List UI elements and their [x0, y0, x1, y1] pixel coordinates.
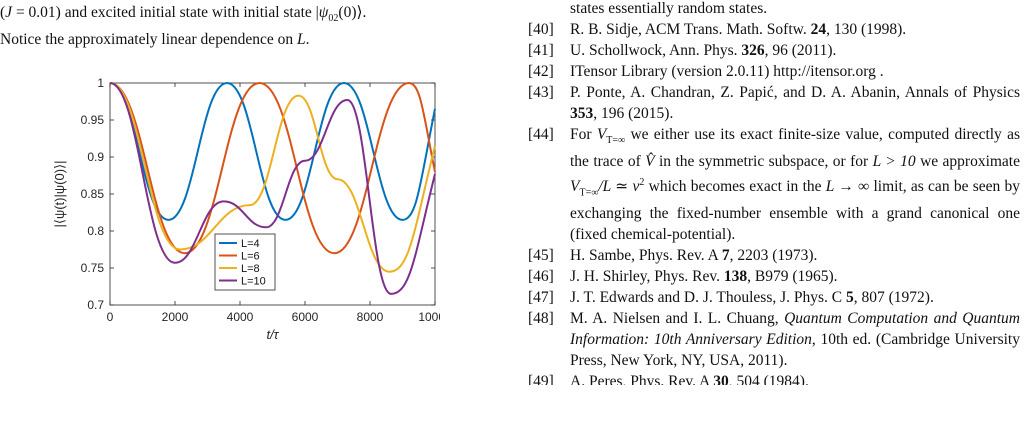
legend-label: L=8 — [241, 263, 260, 275]
legend-label: L=4 — [241, 238, 260, 250]
x-tick-label: 8000 — [357, 310, 384, 324]
series-group — [109, 81, 436, 295]
y-axis-label: |⟨ψ(t)|ψ(0)⟩| — [52, 161, 67, 228]
series-line-l-8 — [109, 82, 436, 273]
x-tick-label: 0 — [107, 310, 114, 324]
legend-label: L=10 — [241, 276, 266, 288]
series-line-l-6 — [109, 81, 436, 255]
y-tick-label: 0.75 — [81, 261, 105, 275]
x-tick-label: 6000 — [292, 310, 319, 324]
reference-42: [42] ITensor Library (version 2.0.11) htt… — [528, 63, 884, 80]
reference-40: [40] R. B. Sidje, ACM Trans. Math. Softw.… — [528, 21, 907, 38]
caption-line-1: (J = 0.01) and excited initial state wit… — [0, 4, 367, 25]
reference-41: [41] U. Schollwock, Ann. Phys. 326, 96 (2… — [528, 42, 837, 59]
fidelity-line-chart: 0 2000 4000 6000 8000 10000 0.7 0.75 0.8 0.85 0.9 0… — [52, 76, 440, 342]
series-line-l-10 — [109, 82, 436, 295]
x-tick-label: 4000 — [227, 310, 254, 324]
reference-44: [44] For VT=∞ we either use its exact fin… — [528, 126, 1021, 244]
axes: 0 2000 4000 6000 8000 10000 0.7 0.75 0.8 0.85 0.9 0… — [52, 76, 440, 342]
reference-46: [46] J. H. Shirley, Phys. Rev. 138, B979 … — [528, 268, 838, 286]
reference-fragment: states essentially random states. — [570, 0, 768, 17]
x-tick-label: 10000 — [418, 310, 440, 324]
reference-45: [45] H. Sambe, Phys. Rev. A 7, 2203 (1973… — [528, 247, 818, 265]
reference-49: [49] A. Peres, Phys. Rev. A 30, 504 (1984… — [528, 373, 809, 386]
legend: L=4L=6L=8L=10 — [214, 233, 276, 291]
series-line-l-4 — [109, 81, 436, 221]
legend-label: L=6 — [241, 251, 260, 263]
y-tick-label: 1 — [97, 76, 104, 90]
y-tick-label: 0.95 — [81, 113, 105, 127]
x-tick-label: 2000 — [162, 310, 189, 324]
reference-48: [48] M. A. Nielsen and I. L. Chuang, Quan… — [528, 310, 1020, 370]
y-tick-label: 0.8 — [87, 224, 104, 238]
caption-line-2: Notice the approximately linear dependen… — [0, 31, 310, 49]
reference-43: [43] P. Ponte, A. Chandran, Z. Papić, and… — [528, 84, 1020, 122]
y-tick-label: 0.85 — [81, 187, 105, 201]
x-axis-label: t/τ — [266, 327, 279, 342]
figure-caption-tail: (J = 0.01) and excited initial state wit… — [0, 2, 500, 50]
reference-47: [47] J. T. Edwards and D. J. Thouless, J.… — [528, 289, 934, 307]
reference-list: states essentially random states. [40] R.… — [528, 0, 1020, 385]
y-tick-label: 0.9 — [87, 150, 104, 164]
y-tick-label: 0.7 — [87, 298, 104, 312]
